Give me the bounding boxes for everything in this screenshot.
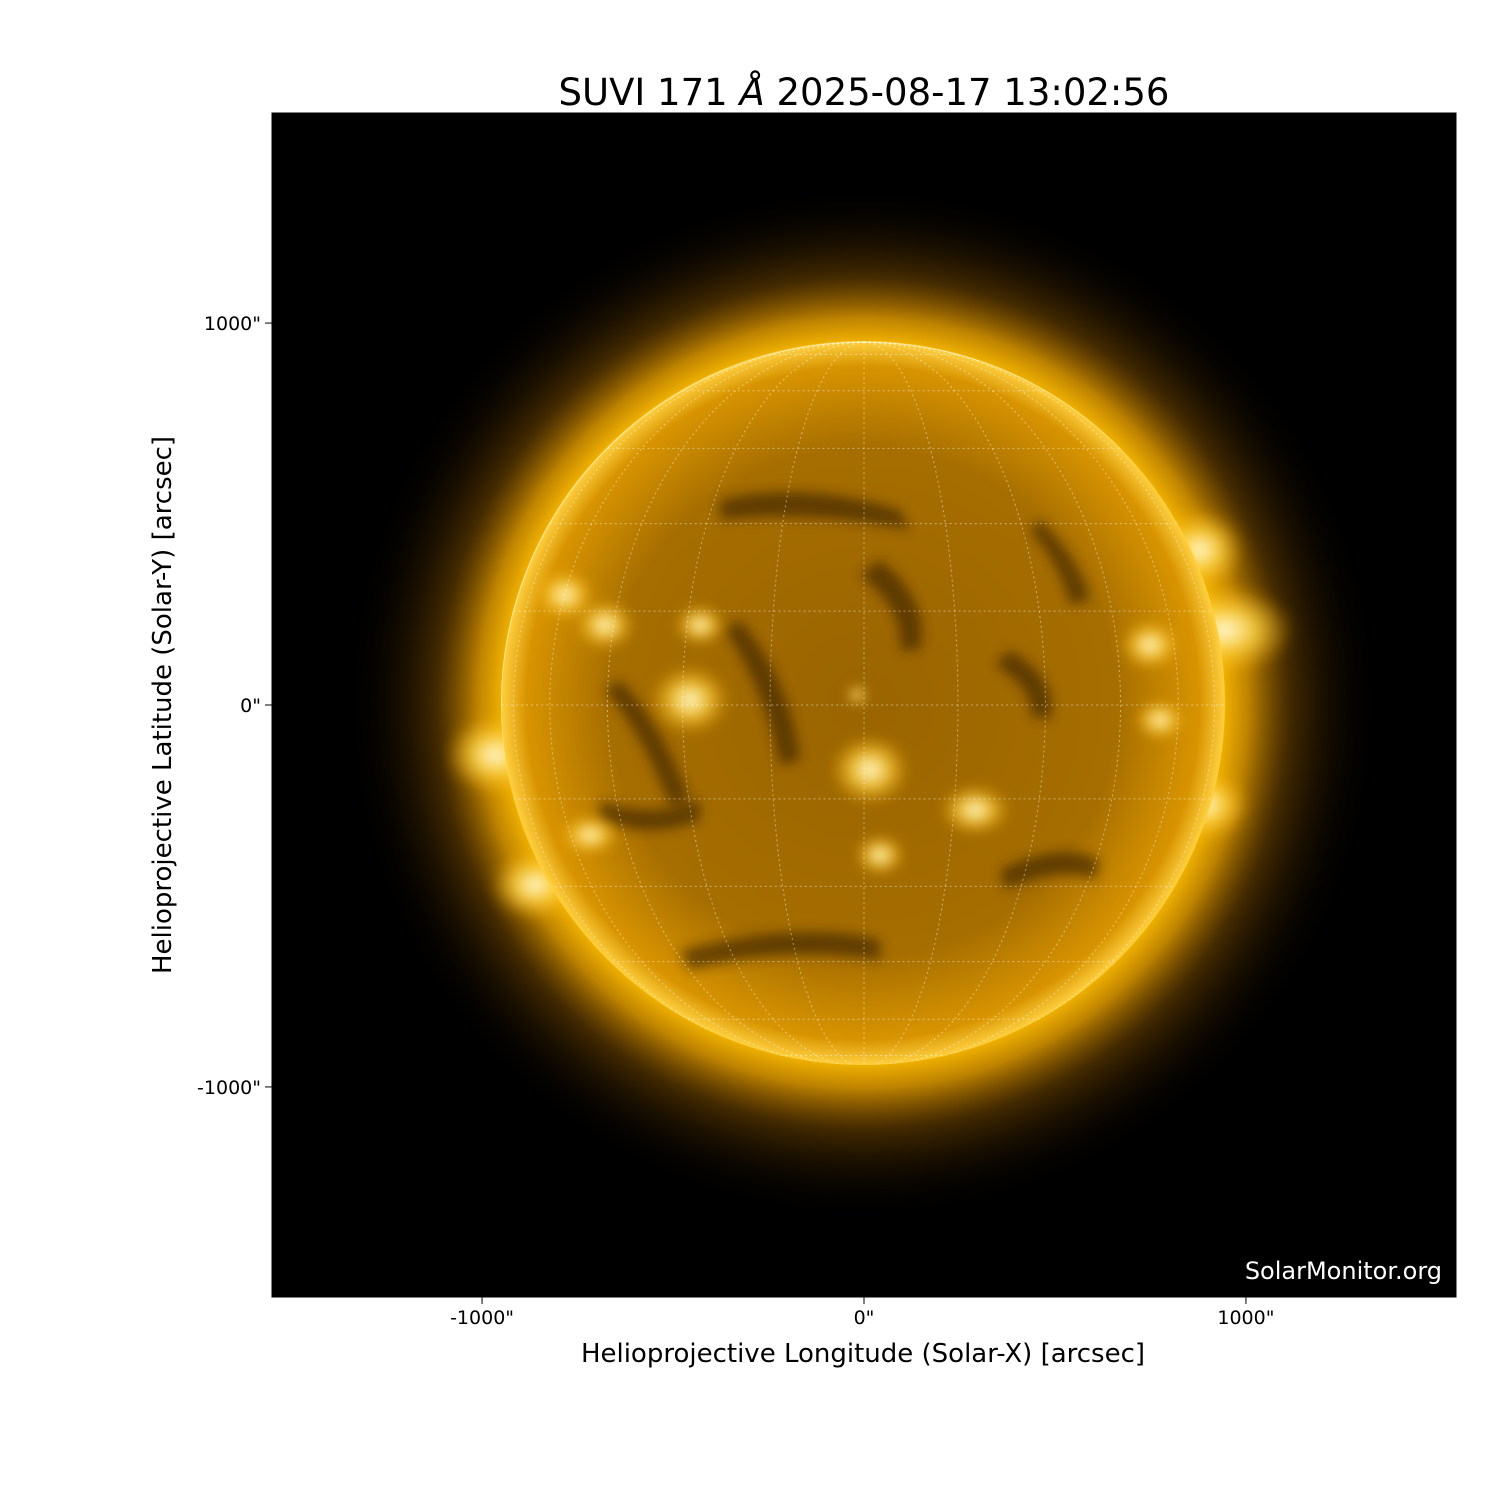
chart-title: SUVI 171 Å 2025-08-17 13:02:56 <box>559 70 1170 114</box>
y-tick-label: -1000" <box>197 1077 261 1099</box>
plot-area: SolarMonitor.org <box>272 113 1456 1297</box>
x-axis-label: Helioprojective Longitude (Solar-X) [arc… <box>581 1339 1145 1369</box>
grid-meridian <box>513 341 865 1065</box>
x-tick-label: 1000" <box>1217 1307 1274 1329</box>
x-tick-label: -1000" <box>450 1307 514 1329</box>
x-tick-label: 0" <box>854 1307 875 1329</box>
y-tick-label: 1000" <box>204 313 261 335</box>
grid-meridian <box>606 341 865 1065</box>
y-axis: 1000" 0" -1000" <box>197 313 272 1099</box>
x-axis: -1000" 0" 1000" <box>450 1297 1274 1329</box>
grid-meridian <box>863 341 959 1065</box>
watermark: SolarMonitor.org <box>1245 1257 1442 1285</box>
y-axis-label: Helioprojective Latitude (Solar-Y) [arcs… <box>148 436 178 974</box>
solar-limb-line <box>501 341 1225 1065</box>
grid-meridian <box>769 341 865 1065</box>
y-tick-label: 0" <box>240 695 261 717</box>
heliographic-grid <box>501 341 1225 1065</box>
disk-features <box>501 341 1225 1065</box>
grid-meridian <box>863 341 1122 1065</box>
